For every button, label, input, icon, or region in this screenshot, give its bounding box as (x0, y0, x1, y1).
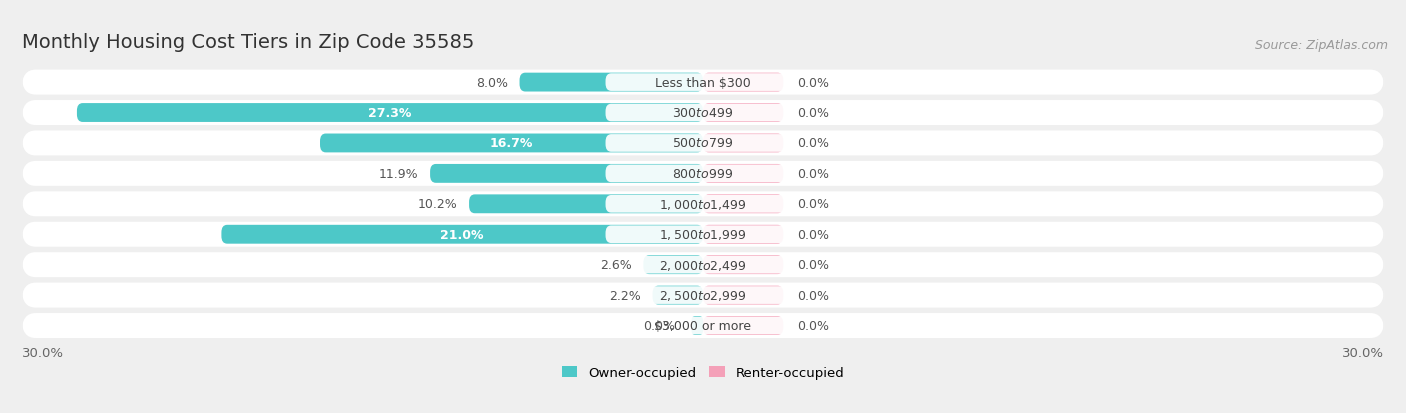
Text: 0.0%: 0.0% (797, 259, 830, 271)
Text: 10.2%: 10.2% (418, 198, 457, 211)
FancyBboxPatch shape (703, 286, 783, 305)
Text: Less than $300: Less than $300 (655, 76, 751, 89)
FancyBboxPatch shape (606, 226, 800, 244)
Text: 0.0%: 0.0% (797, 76, 830, 89)
Text: 30.0%: 30.0% (1343, 347, 1384, 359)
FancyBboxPatch shape (77, 104, 703, 123)
Text: $1,500 to $1,999: $1,500 to $1,999 (659, 228, 747, 242)
Text: 11.9%: 11.9% (380, 168, 419, 180)
Text: 2.2%: 2.2% (609, 289, 641, 302)
Text: 0.0%: 0.0% (797, 168, 830, 180)
Text: 0.0%: 0.0% (797, 319, 830, 332)
FancyBboxPatch shape (22, 131, 1384, 156)
FancyBboxPatch shape (703, 225, 783, 244)
FancyBboxPatch shape (703, 195, 783, 214)
Text: $2,500 to $2,999: $2,500 to $2,999 (659, 288, 747, 302)
Text: 0.0%: 0.0% (797, 289, 830, 302)
FancyBboxPatch shape (22, 313, 1384, 338)
FancyBboxPatch shape (606, 104, 800, 122)
Text: Monthly Housing Cost Tiers in Zip Code 35585: Monthly Housing Cost Tiers in Zip Code 3… (22, 33, 474, 52)
Text: 0.0%: 0.0% (644, 319, 675, 332)
Text: 0.0%: 0.0% (797, 228, 830, 241)
Text: $1,000 to $1,499: $1,000 to $1,499 (659, 197, 747, 211)
FancyBboxPatch shape (644, 256, 703, 275)
FancyBboxPatch shape (703, 104, 783, 123)
Text: 2.6%: 2.6% (600, 259, 631, 271)
Text: 0.0%: 0.0% (797, 107, 830, 120)
Legend: Owner-occupied, Renter-occupied: Owner-occupied, Renter-occupied (557, 361, 849, 384)
Text: 0.0%: 0.0% (797, 137, 830, 150)
FancyBboxPatch shape (703, 316, 783, 335)
Text: $500 to $799: $500 to $799 (672, 137, 734, 150)
FancyBboxPatch shape (520, 74, 703, 92)
Text: 27.3%: 27.3% (368, 107, 412, 120)
FancyBboxPatch shape (703, 256, 783, 275)
Text: $300 to $499: $300 to $499 (672, 107, 734, 120)
Text: 16.7%: 16.7% (489, 137, 533, 150)
FancyBboxPatch shape (606, 195, 800, 213)
FancyBboxPatch shape (606, 317, 800, 335)
FancyBboxPatch shape (22, 71, 1384, 95)
FancyBboxPatch shape (22, 222, 1384, 247)
Text: Source: ZipAtlas.com: Source: ZipAtlas.com (1256, 39, 1388, 52)
FancyBboxPatch shape (470, 195, 703, 214)
FancyBboxPatch shape (703, 134, 783, 153)
FancyBboxPatch shape (652, 286, 703, 305)
FancyBboxPatch shape (606, 165, 800, 183)
FancyBboxPatch shape (22, 161, 1384, 186)
Text: 8.0%: 8.0% (477, 76, 508, 89)
FancyBboxPatch shape (703, 164, 783, 183)
FancyBboxPatch shape (22, 192, 1384, 217)
FancyBboxPatch shape (321, 134, 703, 153)
FancyBboxPatch shape (692, 316, 703, 335)
Text: $2,000 to $2,499: $2,000 to $2,499 (659, 258, 747, 272)
Text: 0.0%: 0.0% (797, 198, 830, 211)
FancyBboxPatch shape (606, 287, 800, 304)
FancyBboxPatch shape (22, 253, 1384, 278)
FancyBboxPatch shape (22, 101, 1384, 126)
Text: 30.0%: 30.0% (22, 347, 63, 359)
Text: $800 to $999: $800 to $999 (672, 168, 734, 180)
FancyBboxPatch shape (430, 164, 703, 183)
FancyBboxPatch shape (606, 256, 800, 274)
FancyBboxPatch shape (22, 283, 1384, 308)
FancyBboxPatch shape (221, 225, 703, 244)
FancyBboxPatch shape (606, 74, 800, 92)
Text: 21.0%: 21.0% (440, 228, 484, 241)
FancyBboxPatch shape (703, 74, 783, 92)
FancyBboxPatch shape (606, 135, 800, 152)
Text: $3,000 or more: $3,000 or more (655, 319, 751, 332)
